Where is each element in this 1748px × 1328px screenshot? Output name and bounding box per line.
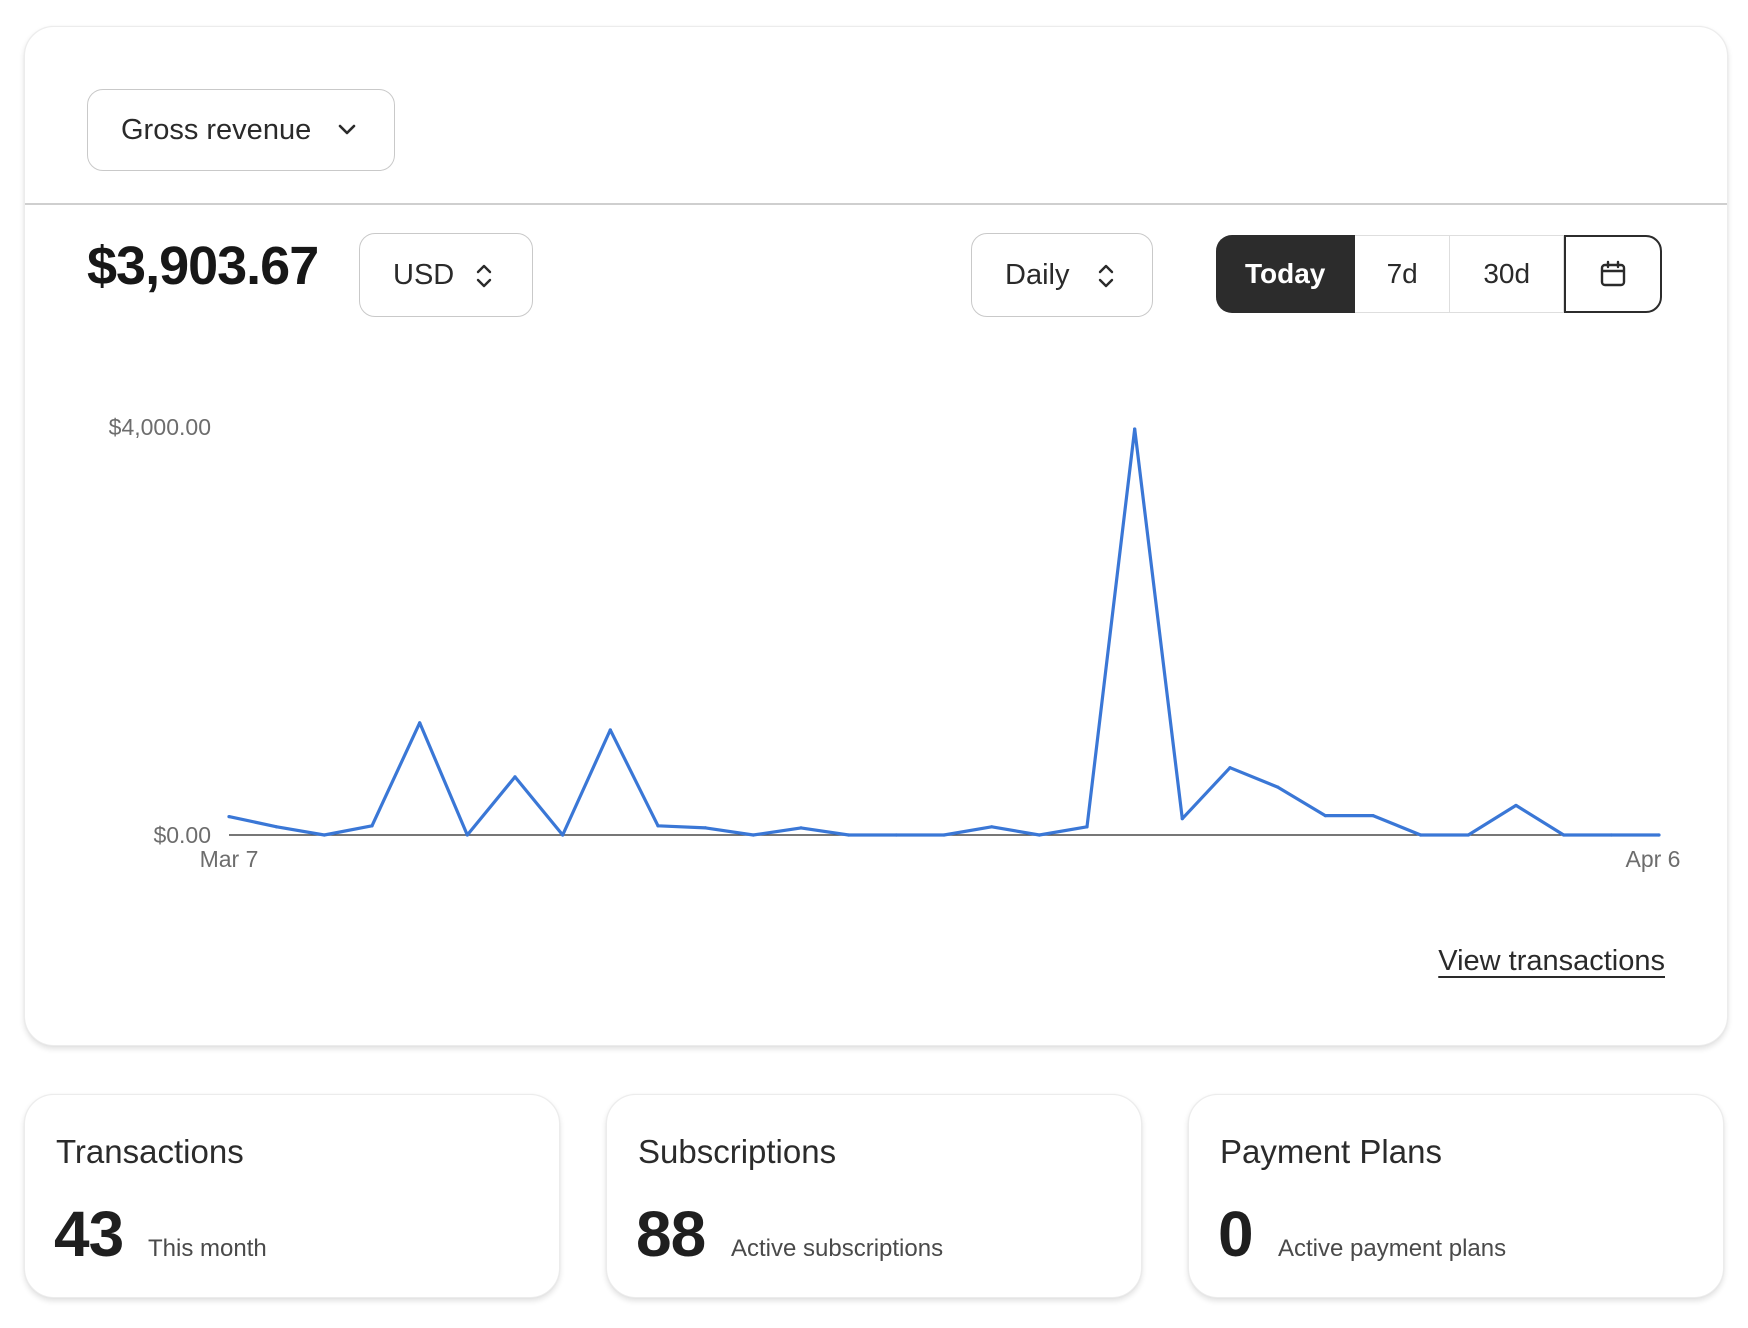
metric-select[interactable]: Gross revenue	[87, 89, 395, 171]
data-point-mar-11	[418, 721, 422, 725]
data-point-mar-9	[322, 833, 326, 837]
data-point-apr-4	[1562, 833, 1566, 837]
stat-value: 43	[54, 1198, 124, 1270]
view-transactions-link[interactable]: View transactions	[1438, 945, 1665, 977]
data-point-mar-22	[942, 833, 946, 837]
chevron-down-icon	[338, 124, 356, 135]
stat-title: Transactions	[56, 1133, 244, 1170]
x-tick-label: Mar 7	[200, 846, 259, 872]
data-point-mar-25	[1085, 825, 1089, 829]
data-point-mar-12	[465, 833, 469, 837]
data-point-mar-28	[1228, 766, 1232, 770]
revenue-line-chart: $4,000.00 $0.00 Mar 7 Apr 6	[109, 414, 1681, 872]
stat-title: Subscriptions	[638, 1133, 837, 1170]
range-today-button[interactable]: Today	[1216, 235, 1356, 313]
currency-select[interactable]: USD	[359, 233, 533, 317]
revenue-card: Gross revenue $3,903.67 USD Daily Today …	[24, 26, 1728, 1046]
calendar-button[interactable]	[1564, 235, 1663, 313]
calendar-icon	[1601, 260, 1626, 287]
data-point-apr-3	[1514, 803, 1518, 808]
data-point-mar-24	[1037, 833, 1041, 837]
data-point-mar-23	[990, 825, 994, 829]
transactions-card[interactable]: Transactions 43 This month	[24, 1094, 560, 1298]
data-point-apr-5	[1609, 833, 1613, 837]
interval-select[interactable]: Daily	[971, 233, 1153, 317]
data-point-mar-26	[1133, 427, 1137, 431]
x-tick-label: Apr 6	[1626, 846, 1681, 872]
range-7d-button[interactable]: 7d	[1355, 235, 1450, 313]
stat-caption: Active subscriptions	[731, 1235, 944, 1262]
y-tick-label: $0.00	[153, 822, 211, 848]
up-down-icon	[1098, 264, 1114, 288]
interval-select-label: Daily	[1005, 258, 1070, 291]
currency-select-label: USD	[393, 258, 455, 291]
data-point-apr-6	[1657, 833, 1661, 837]
data-point-mar-8	[275, 825, 279, 829]
range-30d-button[interactable]: 30d	[1449, 235, 1565, 313]
payment-plans-card[interactable]: Payment Plans 0 Active payment plans	[1188, 1094, 1724, 1298]
total-amount: $3,903.67	[87, 236, 319, 296]
data-point-mar-14	[561, 833, 565, 837]
data-point-mar-29	[1276, 785, 1280, 789]
data-point-mar-20	[847, 833, 851, 837]
data-point-mar-30	[1323, 814, 1327, 818]
data-point-mar-13	[513, 775, 517, 779]
revenue-series-line	[228, 427, 1659, 837]
data-point-mar-16	[656, 824, 660, 828]
data-point-mar-27	[1180, 817, 1184, 821]
data-point-mar-31	[1371, 814, 1375, 818]
data-point-mar-19	[799, 826, 803, 830]
up-down-icon	[476, 264, 492, 288]
y-tick-label: $4,000.00	[109, 414, 211, 440]
stat-value: 0	[1218, 1198, 1254, 1270]
subscriptions-card[interactable]: Subscriptions 88 Active subscriptions	[606, 1094, 1142, 1298]
data-point-mar-18	[751, 833, 755, 837]
date-range-toggle: Today 7d 30d	[1216, 235, 1663, 313]
data-point-mar-10	[370, 824, 374, 828]
header-divider	[25, 203, 1727, 205]
data-point-apr-2	[1466, 833, 1470, 837]
stat-caption: Active payment plans	[1278, 1235, 1507, 1262]
data-point-apr-1	[1419, 833, 1423, 837]
data-point-mar-15	[608, 728, 612, 732]
stat-value: 88	[636, 1198, 706, 1270]
metric-select-label: Gross revenue	[121, 113, 312, 146]
stat-caption: This month	[148, 1235, 267, 1262]
data-point-mar-17	[704, 826, 708, 830]
data-point-mar-7	[227, 815, 231, 819]
data-point-mar-21	[894, 833, 898, 837]
stat-title: Payment Plans	[1220, 1133, 1442, 1170]
